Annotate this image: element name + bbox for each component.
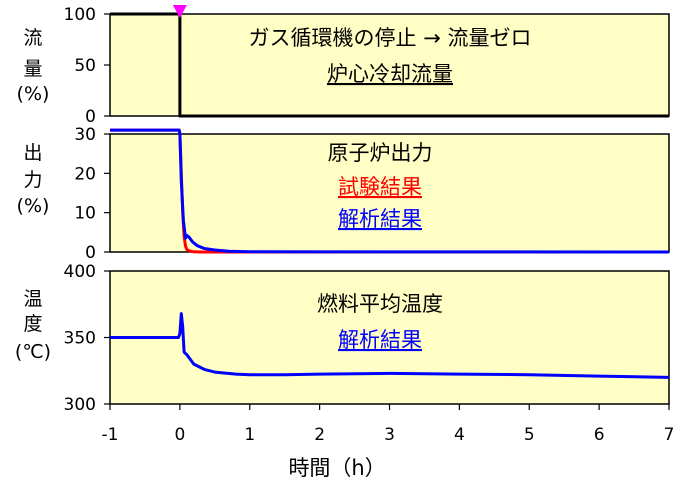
x-tick-label: 6 [594, 425, 605, 445]
y-axis-label-char: 出 [23, 142, 42, 164]
y-tick-label: 350 [64, 329, 96, 349]
x-tick-label: 7 [664, 425, 675, 445]
y-axis-label: 流量 (%) [17, 27, 50, 105]
annotation-text: 燃料平均温度 [317, 292, 443, 316]
x-tick-label: 5 [524, 425, 535, 445]
series-line-analysis-or-test [110, 128, 670, 254]
annotation-text: 試験結果 [338, 175, 422, 199]
y-axis-label: 出力 (%) [17, 142, 50, 217]
y-axis-label-unit: (℃) [15, 341, 51, 363]
x-tick-label: 1 [244, 425, 255, 445]
y-tick-label: 0 [85, 243, 96, 263]
y-tick-label: 100 [64, 5, 96, 25]
x-tick-label: 0 [174, 425, 185, 445]
marker-triangle [172, 5, 187, 18]
y-axis-label-char: 流 [23, 27, 42, 49]
x-tick-label: 4 [454, 425, 465, 445]
y-axis-label-char: 温 [23, 288, 42, 310]
annotation-text: ガス循環機の停止 → 流量ゼロ [249, 26, 532, 50]
plot-area [109, 13, 670, 117]
x-axis: -1 0 1 2 3 4 5 6 7 時間（h） [102, 404, 675, 480]
y-axis-label-char: 度 [23, 313, 42, 335]
y-tick-label: 30 [74, 125, 96, 145]
y-axis-label-char: 力 [23, 169, 42, 191]
x-tick-label: 2 [314, 425, 325, 445]
y-tick-label: 10 [74, 204, 96, 224]
annotation-text: 解析結果 [338, 328, 422, 352]
y-tick-label: 20 [74, 164, 96, 184]
y-tick-label: 400 [64, 262, 96, 282]
annotation-text: 解析結果 [338, 207, 422, 231]
y-tick-label: 300 [64, 395, 96, 415]
y-axis-label: 温度 (℃) [15, 288, 51, 363]
y-axis-label-char: 量 [23, 58, 42, 80]
y-tick-label: 50 [74, 56, 96, 76]
y-tick-label: 0 [85, 107, 96, 127]
annotation-text: 炉心冷却流量 [327, 62, 453, 86]
x-axis-label: 時間（h） [288, 456, 385, 480]
x-tick-label: -1 [102, 425, 119, 445]
y-axis-label-unit: (%) [17, 195, 50, 217]
series-line-analysis-or-test [110, 312, 670, 379]
x-tick-label: 3 [384, 425, 395, 445]
y-axis-label-unit: (%) [17, 83, 50, 105]
annotation-text: 原子炉出力 [328, 141, 433, 165]
